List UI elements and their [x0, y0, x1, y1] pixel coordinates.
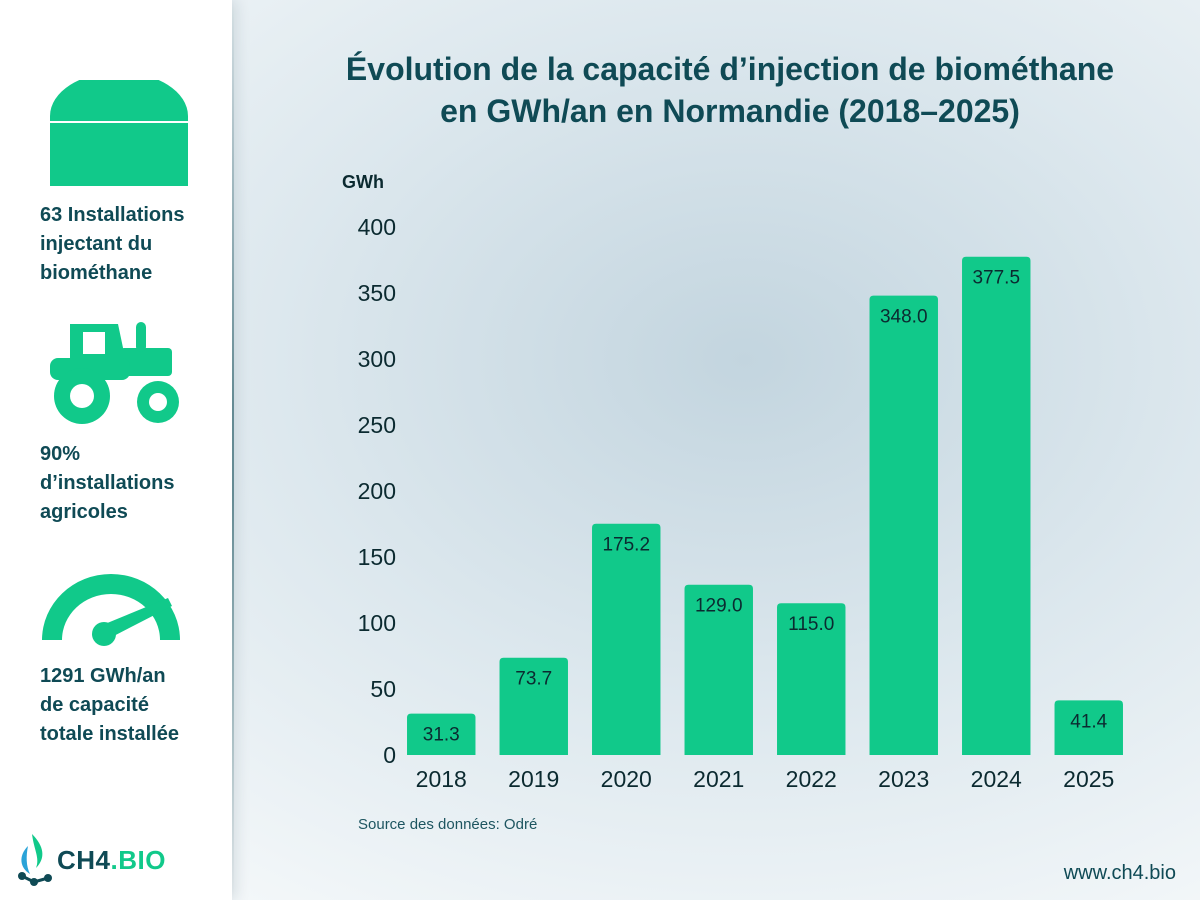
stat-installations-line3: biométhane — [40, 262, 153, 284]
x-tick-label: 2022 — [786, 766, 837, 792]
bar-value-label: 129.0 — [695, 596, 743, 617]
flame-molecule-icon — [18, 834, 52, 886]
bar — [777, 603, 846, 755]
bar-value-label: 348.0 — [880, 307, 928, 328]
bar — [962, 256, 1031, 755]
y-axis-unit-label: GWh — [342, 172, 384, 192]
y-tick-label: 400 — [358, 214, 396, 240]
y-tick-label: 150 — [358, 544, 396, 570]
bar-value-label: 73.7 — [515, 669, 552, 690]
stat-installations-line2: injectant du — [40, 233, 153, 255]
bar-value-label: 175.2 — [602, 535, 650, 556]
bar — [407, 713, 476, 755]
biogas-dome-icon — [50, 80, 188, 186]
x-tick-label: 2019 — [508, 766, 559, 792]
bar — [684, 584, 753, 755]
data-source: Source des données: Odré — [358, 816, 538, 833]
bar-value-label: 115.0 — [788, 614, 834, 635]
bar-value-label: 31.3 — [423, 725, 460, 746]
x-tick-label: 2018 — [416, 766, 467, 792]
tractor-icon — [50, 322, 179, 424]
ch4-bio-logo[interactable]: CH4.BIO — [14, 832, 184, 890]
gauge-icon — [42, 574, 180, 646]
bar — [869, 295, 938, 755]
stat-capacity-line2: de capacité — [40, 694, 149, 716]
x-tick-label: 2025 — [1063, 766, 1114, 792]
x-tick-label: 2023 — [878, 766, 929, 792]
stat-installations: 63 Installations injectant du biométhane — [40, 201, 225, 288]
logo-main: CH4 — [57, 845, 111, 875]
y-tick-label: 300 — [358, 346, 396, 372]
x-tick-label: 2024 — [971, 766, 1022, 792]
logo-text: CH4.BIO — [57, 845, 166, 876]
stat-agricultural-line2: d’installations — [40, 472, 175, 494]
stat-capacity-line3: totale installée — [40, 723, 179, 745]
stat-agricultural-line3: agricoles — [40, 501, 128, 523]
stat-capacity-line1: 1291 GWh/an — [40, 665, 166, 687]
y-tick-label: 100 — [358, 610, 396, 636]
stat-installations-line1: 63 Installations — [40, 204, 185, 226]
website-link[interactable]: www.ch4.bio — [1063, 862, 1176, 884]
stat-agricultural: 90% d’installations agricoles — [40, 440, 225, 527]
stat-capacity: 1291 GWh/an de capacité totale installée — [40, 662, 225, 749]
bar — [499, 657, 568, 755]
bar-value-label: 41.4 — [1070, 711, 1107, 732]
sidebar-divider — [232, 0, 234, 900]
bar — [592, 523, 661, 755]
sidebar: 63 Installations injectant du biométhane… — [0, 0, 232, 900]
y-tick-label: 200 — [358, 478, 396, 504]
y-tick-label: 350 — [358, 280, 396, 306]
y-tick-label: 0 — [383, 742, 396, 768]
logo-accent: .BIO — [110, 845, 166, 875]
x-tick-label: 2021 — [693, 766, 744, 792]
y-tick-label: 50 — [370, 676, 396, 702]
bar-value-label: 377.5 — [972, 268, 1020, 289]
x-tick-label: 2020 — [601, 766, 652, 792]
stat-agricultural-line1: 90% — [40, 443, 81, 465]
chart-title: Évolution de la capacité d’injection de … — [260, 48, 1200, 132]
chart-title-line1: Évolution de la capacité d’injection de … — [345, 51, 1115, 87]
bar — [1054, 700, 1123, 755]
chart-title-line2: en GWh/an en Normandie (2018–2025) — [440, 93, 1020, 129]
y-tick-label: 250 — [358, 412, 396, 438]
